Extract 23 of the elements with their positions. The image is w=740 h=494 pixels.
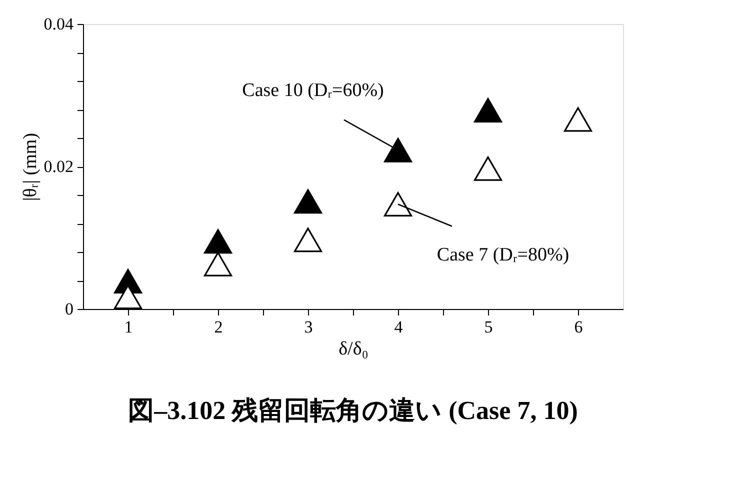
point — [384, 138, 412, 162]
point — [204, 252, 232, 276]
x-tick-label: 1 — [124, 318, 133, 336]
point — [384, 192, 412, 217]
x-axis-title: δ/δ₀ — [338, 338, 368, 360]
y-axis-title: |θᵣ| (mm) — [20, 132, 41, 202]
point — [204, 229, 232, 254]
point — [474, 156, 502, 181]
x-tick-label: 6 — [574, 318, 583, 336]
point — [564, 107, 592, 132]
point — [474, 98, 502, 122]
annotation: Case 7 (Dᵣ=80%) — [436, 244, 570, 266]
annotation: Case 10 (Dᵣ=60%) — [242, 80, 384, 102]
text: 図–3.102 残留回転角の違い (Case 7, 10) — [128, 396, 578, 425]
point — [294, 189, 322, 214]
y-tick-label: 0 — [65, 300, 74, 318]
y-tick-label: 0.02 — [44, 157, 74, 176]
x-tick-label: 4 — [394, 318, 404, 336]
x-tick-label: 3 — [304, 318, 313, 336]
x-tick-label: 2 — [214, 318, 223, 336]
point — [294, 228, 322, 252]
y-tick-label: 0.04 — [44, 14, 74, 34]
x-tick-label: 5 — [484, 318, 493, 336]
